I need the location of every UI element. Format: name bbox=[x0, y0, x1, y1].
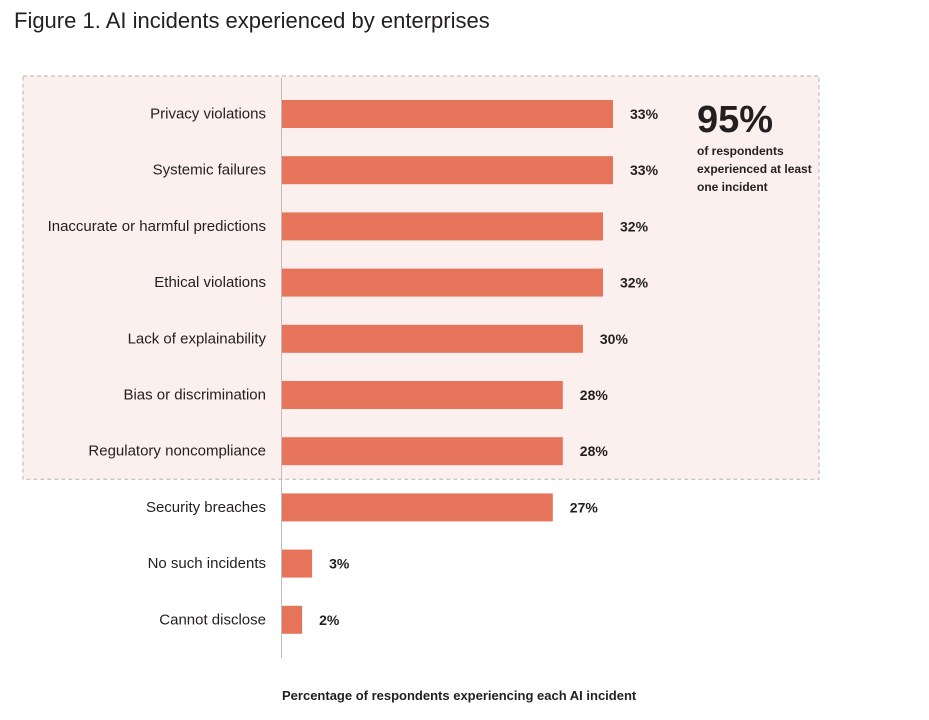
value-label: 30% bbox=[600, 331, 629, 347]
value-label: 28% bbox=[580, 443, 609, 459]
value-label: 32% bbox=[620, 218, 649, 234]
value-label: 2% bbox=[319, 612, 340, 628]
callout-text: of respondents experienced at least one … bbox=[697, 144, 812, 194]
value-label: 33% bbox=[630, 106, 659, 122]
callout: 95% of respondents experienced at least … bbox=[697, 100, 817, 196]
category-label: Lack of explainability bbox=[128, 330, 267, 347]
bar-lack-of-explainability bbox=[282, 324, 583, 353]
category-label: No such incidents bbox=[148, 555, 266, 572]
category-label: Inaccurate or harmful predictions bbox=[48, 218, 266, 235]
bar-no-such-incidents bbox=[282, 549, 313, 578]
value-label: 33% bbox=[630, 162, 659, 178]
value-label: 32% bbox=[620, 275, 649, 291]
bar-ethical-violations bbox=[282, 268, 603, 297]
category-label: Ethical violations bbox=[154, 274, 266, 291]
bar-inaccurate-or-harmful-predictions bbox=[282, 212, 603, 241]
figure-title: Figure 1. AI incidents experienced by en… bbox=[14, 8, 490, 33]
bars-group: Privacy violations 33% Systemic failures 33… bbox=[48, 100, 659, 634]
bar-systemic-failures bbox=[282, 156, 613, 185]
bar-privacy-violations bbox=[282, 100, 613, 128]
bar-cannot-disclose bbox=[282, 605, 303, 634]
bar-security-breaches bbox=[282, 493, 553, 522]
category-label: Bias or discrimination bbox=[123, 387, 266, 404]
category-label: Privacy violations bbox=[150, 106, 266, 123]
category-label: Systemic failures bbox=[153, 162, 266, 179]
value-label: 28% bbox=[580, 387, 609, 403]
category-label: Cannot disclose bbox=[159, 611, 266, 628]
value-label: 3% bbox=[329, 556, 350, 572]
value-label: 27% bbox=[570, 499, 599, 515]
x-axis-label: Percentage of respondents experiencing e… bbox=[282, 688, 637, 703]
bar-regulatory-noncompliance bbox=[282, 437, 563, 466]
category-label: Security breaches bbox=[146, 499, 266, 516]
category-label: Regulatory noncompliance bbox=[88, 443, 266, 460]
callout-figure: 95% bbox=[697, 99, 774, 141]
bar-bias-or-discrimination bbox=[282, 381, 563, 409]
